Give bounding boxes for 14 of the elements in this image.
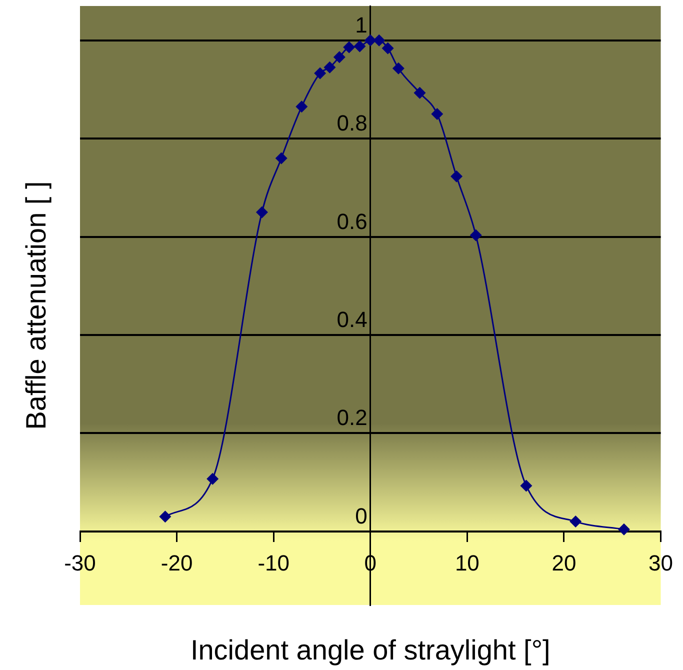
x-tick-label: -20 (160, 550, 193, 576)
y-tick-label: 1 (355, 12, 368, 38)
y-axis-title: Baffle attenuation [ ] (20, 181, 52, 430)
y-tick-label: 0.4 (336, 307, 368, 332)
x-tick-label: 20 (552, 550, 576, 576)
y-tick-label: 0 (355, 503, 368, 528)
x-tick-label: -10 (258, 550, 290, 576)
x-tick-label: 30 (648, 550, 674, 576)
y-tick-label: 0.6 (336, 208, 368, 234)
x-tick-label: 10 (454, 550, 480, 576)
y-tick-label: 0.8 (336, 110, 368, 136)
y-tick-label: 0.2 (336, 405, 368, 430)
x-axis-title: Incident angle of straylight [°] (190, 634, 550, 666)
x-tick-label: -30 (64, 550, 96, 576)
